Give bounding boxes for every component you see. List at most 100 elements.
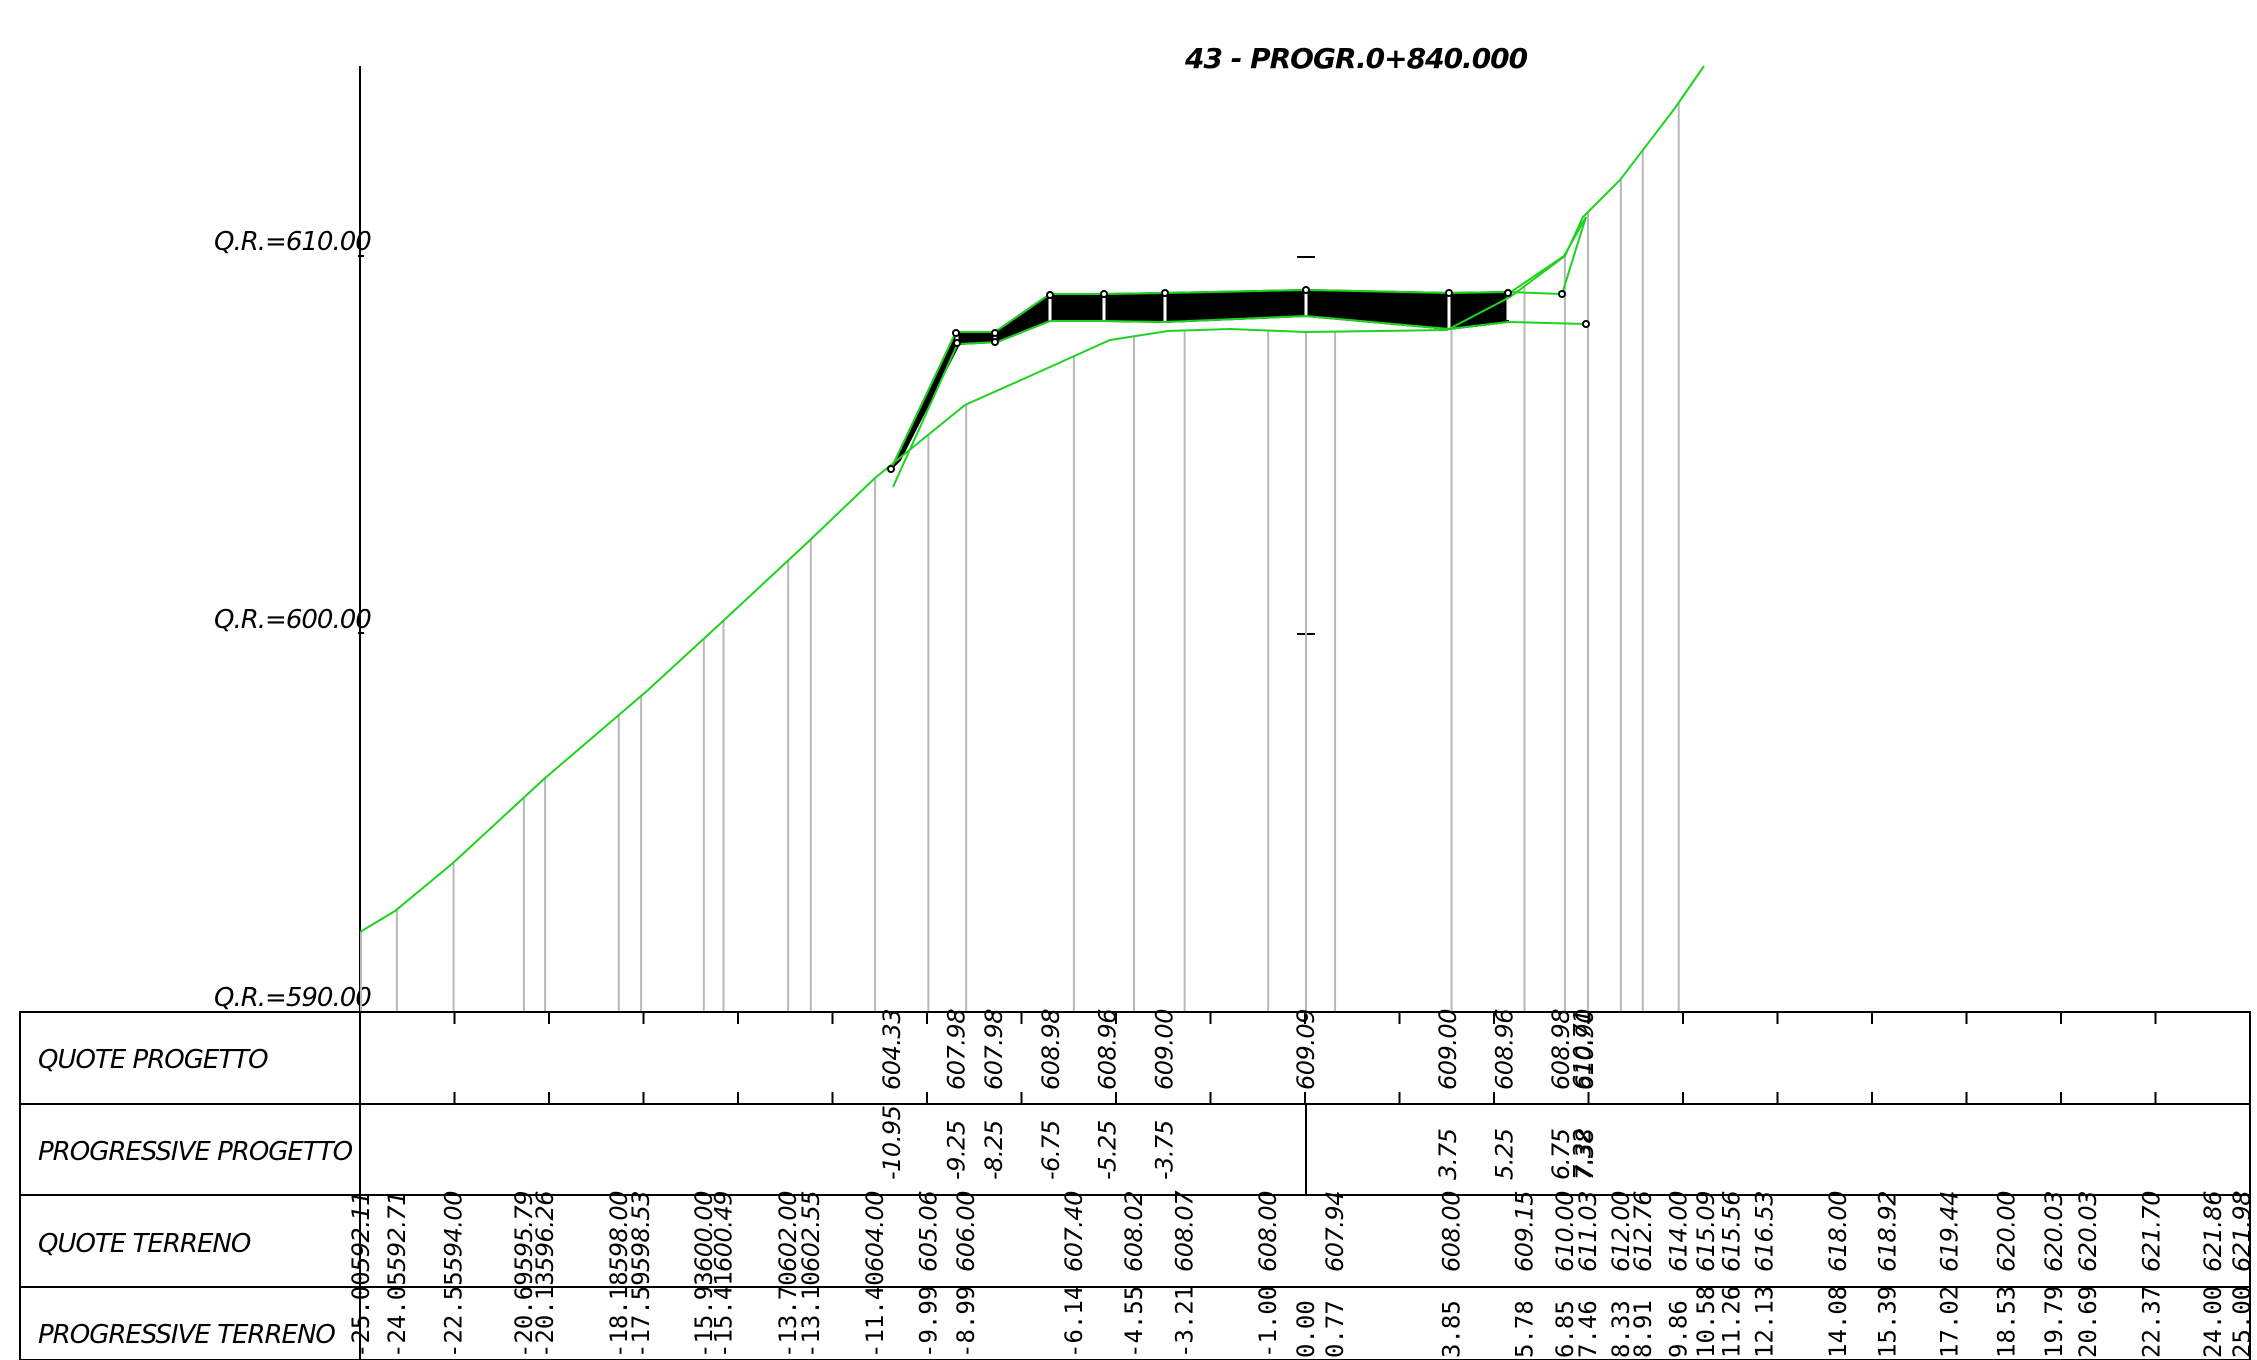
ground-elevation-value: 609.15 (1510, 1191, 1538, 1272)
project-top-line (890, 288, 1563, 470)
ground-progressive-value: -4.55 (1120, 1286, 1148, 1358)
project-progressive-value: -8.25 (980, 1120, 1008, 1180)
row-label-quote-terreno: QUOTE TERRENO (38, 1229, 251, 1259)
project-elevation-value: 609.09 (1292, 1009, 1320, 1090)
ground-progressive-value: 9.86 (1665, 1300, 1693, 1358)
right-batter-line (1561, 216, 1587, 295)
ground-elevation-value: 604.00 (861, 1191, 889, 1272)
station-lines (360, 102, 1680, 1012)
ground-elevation-value: 598.53 (627, 1191, 655, 1272)
ground-progressive-value: -13.70 (774, 1271, 802, 1358)
pavement-section (890, 288, 1509, 470)
ground-progressive-value: 0.00 (1292, 1300, 1320, 1358)
ground-progressive-value: -11.40 (861, 1271, 889, 1358)
ground-progressive-value: 17.02 (1935, 1286, 1963, 1358)
project-vertices (887, 286, 1590, 473)
ground-progressive-value: -9.99 (914, 1286, 942, 1358)
project-elevation-value: 608.96 (1490, 1009, 1518, 1090)
ground-elevation-value: 615.56 (1718, 1191, 1746, 1272)
ground-elevation-value: 612.00 (1607, 1191, 1635, 1272)
ground-progressive-value: -20.69 (510, 1271, 538, 1358)
ground-progressive-value: 22.37 (2138, 1286, 2166, 1358)
ground-elevation-value: 600.00 (690, 1191, 718, 1272)
ground-elevation-value: 614.00 (1665, 1191, 1693, 1272)
ground-progressive-value: 0.77 (1321, 1300, 1349, 1358)
embankment-line (892, 342, 959, 488)
ground-elevation-value: 610.00 (1551, 1191, 1579, 1272)
project-elevation-value: 608.98 (1037, 1009, 1065, 1090)
ref-level-610: Q.R.=610.00 (214, 227, 371, 257)
profile-lines (359, 65, 1705, 933)
ground-elevation-value: 606.00 (952, 1191, 980, 1272)
ground-progressive-value: -13.10 (797, 1271, 825, 1358)
ground-elevation-value: 618.00 (1824, 1191, 1852, 1272)
ground-progressive-value: 6.85 (1551, 1300, 1579, 1358)
project-elevation-value: 604.33 (878, 1009, 906, 1090)
section-title: 43 - PROGR.0+840.000 (1184, 42, 1528, 75)
ground-elevation-value: 611.03 (1574, 1191, 1602, 1272)
ground-progressive-value: -3.21 (1171, 1286, 1199, 1358)
ground-elevation-value: 618.92 (1874, 1191, 1902, 1272)
ground-elevation-value: 621.86 (2199, 1191, 2227, 1272)
ref-level-590: Q.R.=590.00 (214, 983, 371, 1013)
ground-progressive-value: 12.13 (1751, 1286, 1779, 1358)
ground-progressive-value: -6.14 (1060, 1286, 1088, 1358)
ground-progressive-value: 18.53 (1992, 1286, 2020, 1358)
ground-profile-line (359, 65, 1705, 933)
ground-progressive-value: 3.85 (1438, 1300, 1466, 1358)
ground-elevation-value: 596.26 (531, 1191, 559, 1272)
ground-progressive-value: 10.58 (1692, 1286, 1720, 1358)
ground-progressive-value: 20.69 (2074, 1286, 2102, 1358)
ground-elevation-value: 600.49 (710, 1191, 738, 1272)
ground-progressive-value: 11.26 (1718, 1286, 1746, 1358)
ground-progressive-value: -1.00 (1254, 1286, 1282, 1358)
ground-elevation-value: 595.79 (510, 1191, 538, 1272)
ground-progressive-value: -15.41 (710, 1271, 738, 1358)
ground-elevation-value: 608.02 (1120, 1191, 1148, 1272)
project-elevation-value: 607.98 (980, 1009, 1008, 1090)
project-progressive-value: -6.75 (1037, 1120, 1065, 1180)
ground-progressive-value: -22.55 (440, 1271, 468, 1358)
ground-elevation-value: 620.03 (2074, 1191, 2102, 1272)
project-progressive-value: 7.38 (1571, 1128, 1599, 1180)
ground-progressive-value: -18.18 (605, 1271, 633, 1358)
data-table (19, 1011, 2251, 1360)
ground-progressive-value: -17.59 (627, 1271, 655, 1358)
project-progressive-value: 6.75 (1547, 1129, 1575, 1180)
project-progressive-value: 3.75 (1434, 1129, 1462, 1180)
ground-progressive-value: -25.00 (347, 1271, 375, 1358)
ground-progressive-value: 8.33 (1607, 1300, 1635, 1358)
ground-elevation-value: 621.70 (2138, 1191, 2166, 1272)
ground-progressive-value: 24.00 (2199, 1286, 2227, 1358)
project-progressive-value: 5.25 (1490, 1129, 1518, 1180)
project-elevation-value: 608.96 (1094, 1009, 1122, 1090)
ground-progressive-value: 19.79 (2040, 1286, 2068, 1358)
ground-elevation-value: 598.00 (605, 1191, 633, 1272)
ground-elevation-value: 605.06 (914, 1191, 942, 1272)
ground-elevation-value: 607.94 (1321, 1191, 1349, 1272)
project-progressive-value: -5.25 (1094, 1120, 1122, 1180)
ground-elevation-value: 602.55 (797, 1191, 825, 1272)
ground-elevation-value: 608.00 (1254, 1191, 1282, 1272)
project-bottom-line (958, 314, 1587, 345)
project-progressive-value: -3.75 (1150, 1120, 1178, 1180)
row-label-quote-progetto: QUOTE PROGETTO (38, 1045, 268, 1075)
project-progressive-value: -9.25 (942, 1120, 970, 1180)
ref-level-600: Q.R.=600.00 (214, 605, 371, 635)
project-elevation-value: 608.98 (1547, 1009, 1575, 1090)
ground-progressive-value: -8.99 (952, 1286, 980, 1358)
row-label-progressive-progetto: PROGRESSIVE PROGETTO (38, 1137, 353, 1167)
ground-elevation-value: 607.40 (1060, 1191, 1088, 1272)
ground-progressive-value: 14.08 (1824, 1286, 1852, 1358)
ground-elevation-value: 620.03 (2040, 1191, 2068, 1272)
ground-progressive-value: 8.91 (1629, 1300, 1657, 1358)
ground-elevation-value: 620.00 (1992, 1191, 2020, 1272)
ground-elevation-value: 619.44 (1935, 1191, 1963, 1272)
project-progressive-value: -10.95 (878, 1106, 906, 1180)
project-elevation-value: 610.90 (1571, 1009, 1599, 1090)
project-elevation-value: 610.71 (1569, 1009, 1597, 1090)
ground-elevation-value: 612.76 (1629, 1191, 1657, 1272)
ground-progressive-value: 15.39 (1874, 1286, 1902, 1358)
ground-elevation-value: 608.07 (1171, 1190, 1199, 1272)
